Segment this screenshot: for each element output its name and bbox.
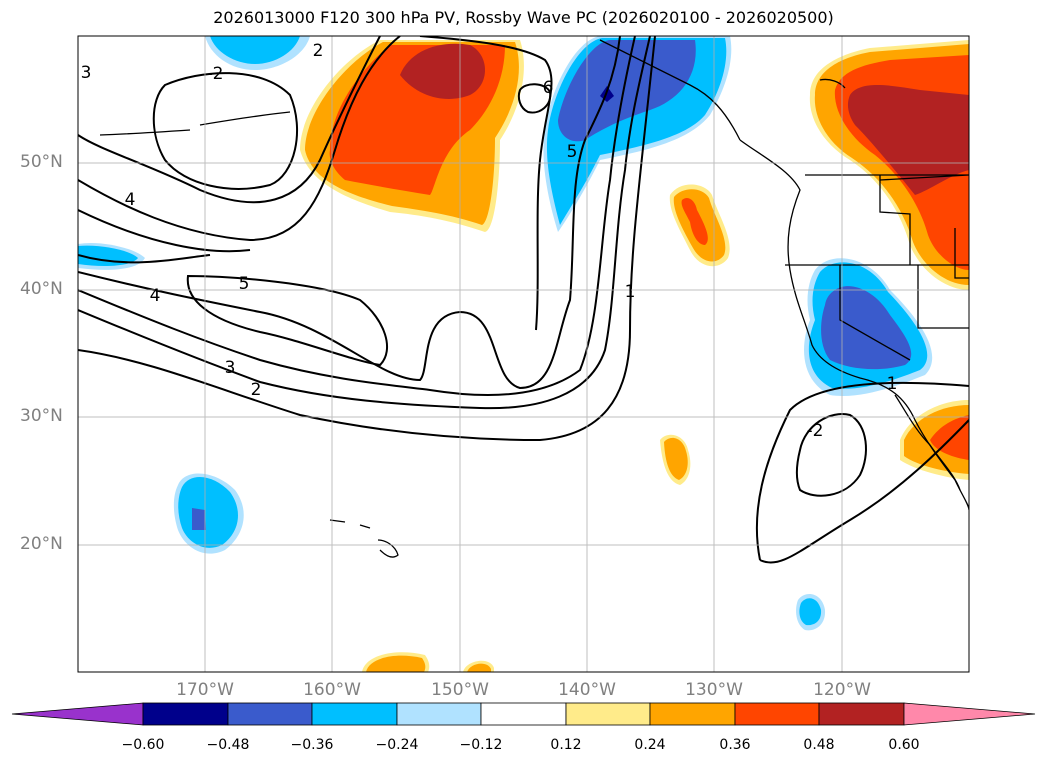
contour-label: 2: [251, 380, 262, 400]
colorbar-tick: 0.36: [719, 737, 751, 753]
contour-label: 5: [239, 274, 250, 294]
positive-anomaly-bottom-edge: [362, 652, 494, 672]
lon-label: 150°W: [431, 680, 489, 700]
colorbar-bin: [565, 702, 651, 726]
colorbar-tick: 0.48: [803, 737, 835, 753]
colorbar-tick: −0.24: [375, 737, 419, 753]
colorbar-bin: [480, 702, 567, 726]
colorbar-tick: 0.60: [888, 737, 920, 753]
colorbar-bin: [396, 702, 482, 726]
colorbar-tick: −0.36: [290, 737, 334, 753]
contour-label: 6: [543, 78, 554, 98]
contour-label: 2: [313, 41, 324, 61]
colorbar: [11, 702, 1036, 726]
contour-label: 1: [625, 282, 636, 302]
colorbar-tick: −0.60: [121, 737, 165, 753]
lon-label: 120°W: [813, 680, 871, 700]
colorbar-tick: 0.12: [550, 737, 582, 753]
positive-anomaly-north-pacific: [300, 40, 524, 232]
positive-anomaly-small-subtropical: [660, 434, 691, 485]
colorbar-bin: [142, 702, 229, 726]
negative-anomaly-gulf-of-alaska: [543, 36, 732, 232]
colorbar-bin: [649, 702, 736, 726]
lat-label: 30°N: [20, 406, 63, 426]
contour-label: -2: [207, 64, 224, 84]
graticule: [78, 36, 969, 672]
lat-label: 40°N: [20, 279, 63, 299]
contour-label: 4: [150, 286, 161, 306]
contour-label: 1: [887, 374, 898, 394]
colorbar-bin: [311, 702, 398, 726]
negative-anomaly-california: [804, 258, 933, 396]
contour-label: -2: [807, 421, 824, 441]
colorbar-bin: [818, 702, 905, 726]
lon-label: 140°W: [558, 680, 616, 700]
lat-label: 50°N: [20, 152, 63, 172]
colorbar-tick: −0.12: [459, 737, 503, 753]
contour-label: 3: [81, 63, 92, 83]
colorbar-extend-high: [903, 702, 1036, 726]
negative-anomaly-subtropics-west: [173, 473, 244, 554]
colorbar-tick: 0.24: [634, 737, 666, 753]
contour-label: 3: [225, 358, 236, 378]
lon-label: 170°W: [176, 680, 234, 700]
colorbar-bin: [734, 702, 820, 726]
colorbar-bin: [227, 702, 313, 726]
negative-anomaly-top-left: [205, 36, 310, 70]
pc-contours: [78, 36, 969, 564]
contour-label: 4: [125, 190, 136, 210]
positive-anomaly-small-ne-pacific: [669, 184, 730, 267]
lon-label: 160°W: [303, 680, 361, 700]
contour-label: 5: [567, 142, 578, 162]
colorbar-extend-low: [11, 702, 144, 726]
colorbar-tick: −0.48: [206, 737, 250, 753]
map-title: 2026013000 F120 300 hPa PV, Rossby Wave …: [213, 8, 834, 27]
lon-label: 130°W: [685, 680, 743, 700]
coastlines: [99, 39, 969, 558]
lat-label: 20°N: [20, 534, 63, 554]
negative-anomaly-small-tropics: [796, 594, 826, 631]
